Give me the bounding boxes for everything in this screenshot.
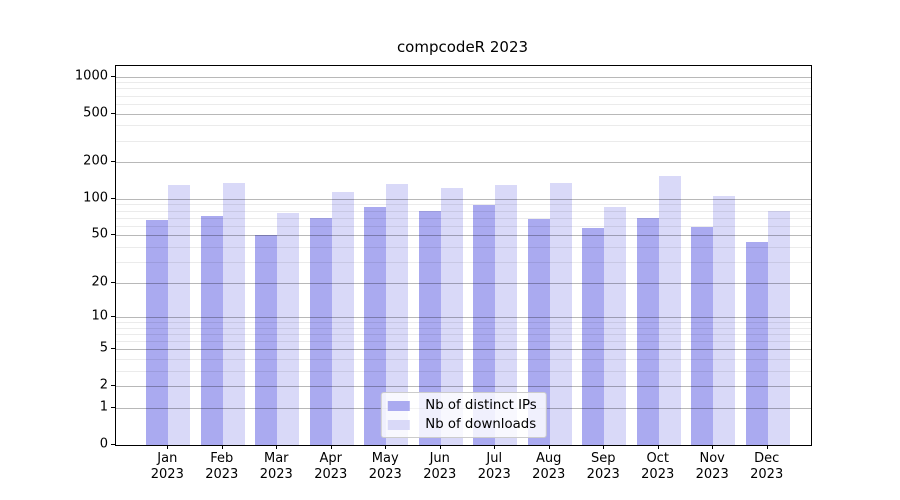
bar-downloads	[222, 183, 245, 445]
x-axis-tick-mark	[603, 445, 605, 449]
x-axis-month-label: May 2023	[368, 451, 402, 482]
x-axis-tick-mark	[766, 445, 768, 449]
minor-gridline	[116, 95, 811, 97]
y-axis-tick-label: 200	[83, 153, 108, 169]
major-gridline	[116, 198, 811, 200]
y-axis-tick-label: 500	[83, 105, 108, 120]
minor-gridline	[116, 88, 811, 90]
bar-downloads	[277, 213, 300, 445]
x-axis-month-label: Jan 2023	[150, 451, 184, 482]
bar-downloads	[767, 211, 790, 445]
minor-gridline	[116, 210, 811, 212]
bar-downloads	[331, 191, 354, 445]
legend-label: Nb of distinct IPs	[425, 398, 537, 413]
x-axis-tick-mark	[276, 445, 278, 449]
x-axis-tick-mark	[330, 445, 332, 449]
y-axis-tick-label: 1	[99, 399, 108, 415]
bar-distinct-ips	[473, 205, 496, 445]
y-axis-tick-mark	[111, 316, 115, 318]
x-axis-month-label: Mar 2023	[259, 451, 293, 482]
chart-title: compcodeR 2023	[396, 38, 529, 56]
minor-gridline	[116, 125, 811, 127]
y-axis-tick-mark	[111, 281, 115, 283]
bar-distinct-ips	[582, 227, 605, 445]
legend-item-distinct-ips: Nb of distinct IPs	[387, 398, 537, 413]
major-gridline	[116, 76, 811, 78]
bar-downloads	[168, 185, 191, 445]
legend-swatch-distinct-ips	[387, 400, 410, 411]
y-axis-tick-mark	[111, 75, 115, 77]
bar-distinct-ips	[146, 220, 169, 445]
plot-area: Nb of distinct IPs Nb of downloads	[115, 65, 812, 446]
bar-distinct-ips	[636, 217, 659, 445]
bar-downloads	[495, 185, 518, 445]
x-axis-tick-mark	[494, 445, 496, 449]
x-axis-month-label: Nov 2023	[695, 451, 729, 482]
y-axis-tick-mark	[111, 197, 115, 199]
x-axis-month-label: Feb 2023	[205, 451, 239, 482]
bar-downloads	[386, 184, 409, 445]
bar-distinct-ips	[364, 206, 387, 445]
y-axis-tick-mark	[111, 348, 115, 350]
x-axis-month-label: Dec 2023	[750, 451, 784, 482]
y-axis-tick-mark	[111, 407, 115, 409]
minor-gridline	[116, 204, 811, 206]
y-axis-tick-mark	[111, 161, 115, 163]
minor-gridline	[116, 140, 811, 142]
x-axis-tick-mark	[221, 445, 223, 449]
bar-distinct-ips	[255, 235, 278, 445]
x-axis-month-label: Oct 2023	[641, 451, 675, 482]
x-axis-tick-mark	[712, 445, 714, 449]
major-gridline	[116, 113, 811, 115]
bar-distinct-ips	[745, 242, 768, 445]
y-axis-tick-label: 1000	[74, 68, 108, 84]
bar-downloads	[440, 188, 463, 445]
legend-label: Nb of downloads	[425, 417, 537, 432]
y-axis-tick-label: 100	[83, 190, 108, 206]
x-axis-month-label: Aug 2023	[532, 451, 566, 482]
legend-swatch-downloads	[387, 419, 410, 430]
y-axis-tick-label: 10	[91, 308, 108, 324]
y-axis-tick-label: 20	[91, 274, 108, 290]
bar-downloads	[658, 175, 681, 445]
x-axis-month-label: Apr 2023	[314, 451, 348, 482]
major-gridline	[116, 162, 811, 164]
bar-distinct-ips	[418, 210, 441, 445]
bar-downloads	[713, 196, 736, 445]
x-axis-month-label: Jun 2023	[423, 451, 457, 482]
x-axis-tick-mark	[548, 445, 550, 449]
y-axis-tick-mark	[111, 385, 115, 387]
x-axis-tick-mark	[167, 445, 169, 449]
bar-distinct-ips	[309, 218, 332, 445]
bar-downloads	[604, 207, 627, 445]
bar-distinct-ips	[691, 226, 714, 445]
bar-downloads	[549, 183, 572, 445]
bar-distinct-ips	[527, 219, 550, 445]
x-axis-tick-mark	[385, 445, 387, 449]
y-axis-tick-mark	[111, 444, 115, 445]
y-axis-tick-mark	[111, 112, 115, 114]
legend: Nb of distinct IPs Nb of downloads	[380, 392, 547, 438]
minor-gridline	[116, 103, 811, 105]
x-axis-month-label: Sep 2023	[586, 451, 620, 482]
y-axis-tick-label: 0	[99, 436, 108, 452]
y-axis-tick-label: 50	[91, 226, 108, 242]
x-axis-month-label: Jul 2023	[477, 451, 511, 482]
bar-distinct-ips	[200, 216, 223, 445]
x-axis-tick-mark	[439, 445, 441, 449]
y-axis-tick-label: 5	[99, 340, 108, 356]
x-axis-tick-mark	[657, 445, 659, 449]
minor-gridline	[116, 82, 811, 84]
legend-item-downloads: Nb of downloads	[387, 417, 536, 432]
y-axis-tick-label: 2	[99, 377, 108, 393]
y-axis-tick-mark	[111, 234, 115, 236]
